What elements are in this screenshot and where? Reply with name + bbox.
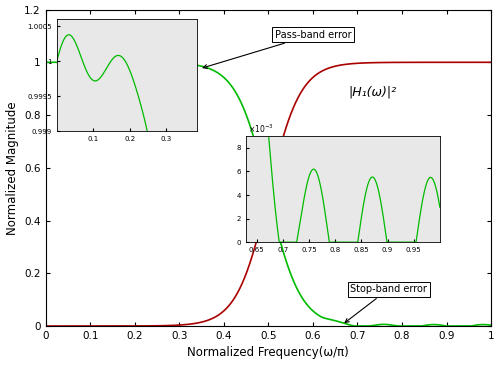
Text: Pass-band error: Pass-band error [203, 30, 351, 69]
Text: |H₁(ω)|²: |H₁(ω)|² [348, 85, 397, 98]
Text: Stop-band error: Stop-band error [345, 284, 427, 323]
Text: |H₀(ω)|²: |H₀(ω)|² [86, 85, 134, 98]
Y-axis label: Normalized Magnitude: Normalized Magnitude [6, 101, 18, 235]
X-axis label: Normalized Frequency(ω/π): Normalized Frequency(ω/π) [188, 346, 349, 360]
